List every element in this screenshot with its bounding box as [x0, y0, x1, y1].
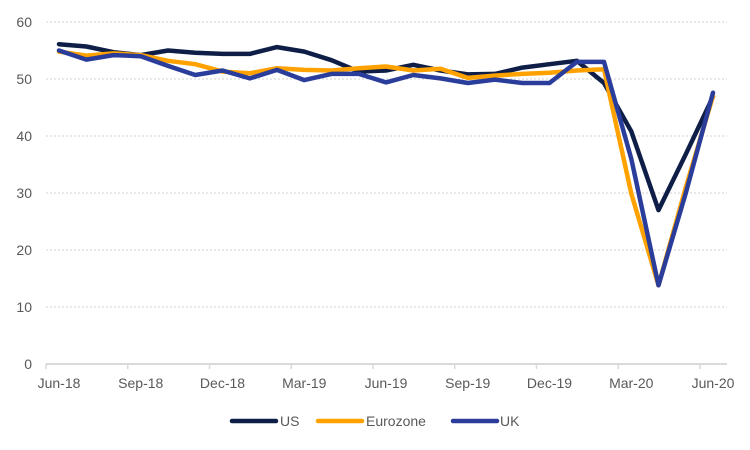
y-tick-label: 20	[16, 242, 32, 258]
series-line-uk	[56, 48, 716, 288]
legend: US Eurozone UK	[229, 413, 520, 429]
x-tick-label: Jun-18	[38, 375, 81, 391]
y-tick-label: 40	[16, 128, 32, 144]
y-axis: 0 10 20 30 40 50 60	[16, 14, 32, 372]
gridlines	[46, 21, 727, 308]
legend-label-uk: UK	[500, 413, 520, 429]
series-line-us	[56, 41, 716, 213]
y-tick-label: 10	[16, 299, 32, 315]
x-tick-label: Sep-19	[445, 375, 490, 391]
y-tick-label: 60	[16, 14, 32, 30]
legend-label-us: US	[280, 413, 299, 429]
x-tick-label: Jun-20	[692, 375, 735, 391]
x-tick-label: Jun-19	[365, 375, 408, 391]
y-tick-label: 30	[16, 185, 32, 201]
x-tick-label: Dec-18	[200, 375, 245, 391]
x-tick-label: Mar-20	[609, 375, 654, 391]
y-tick-label: 50	[16, 71, 32, 87]
series-lines	[56, 41, 716, 288]
y-tick-label: 0	[24, 356, 32, 372]
x-tick-label: Dec-19	[527, 375, 572, 391]
x-tick-label: Mar-19	[282, 375, 327, 391]
legend-label-eurozone: Eurozone	[366, 413, 426, 429]
x-axis: Jun-18 Sep-18 Dec-18 Mar-19 Jun-19 Sep-19 Dec-…	[38, 363, 735, 391]
x-tick-label: Sep-18	[118, 375, 163, 391]
